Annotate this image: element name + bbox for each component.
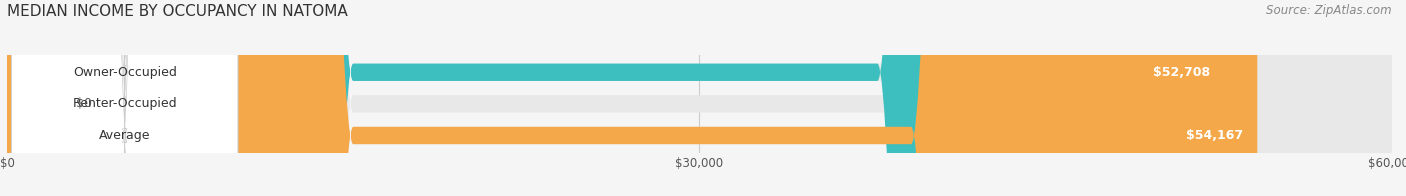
Text: Source: ZipAtlas.com: Source: ZipAtlas.com (1267, 4, 1392, 17)
Text: Average: Average (98, 129, 150, 142)
FancyBboxPatch shape (7, 0, 1392, 196)
Text: Renter-Occupied: Renter-Occupied (73, 97, 177, 110)
FancyBboxPatch shape (7, 0, 1392, 196)
Text: MEDIAN INCOME BY OCCUPANCY IN NATOMA: MEDIAN INCOME BY OCCUPANCY IN NATOMA (7, 4, 347, 19)
Text: $0: $0 (76, 97, 93, 110)
FancyBboxPatch shape (11, 0, 238, 196)
Text: $52,708: $52,708 (1153, 66, 1209, 79)
Text: Owner-Occupied: Owner-Occupied (73, 66, 177, 79)
FancyBboxPatch shape (7, 0, 49, 196)
FancyBboxPatch shape (11, 0, 238, 196)
FancyBboxPatch shape (7, 0, 1223, 196)
Text: $54,167: $54,167 (1187, 129, 1243, 142)
FancyBboxPatch shape (7, 0, 1392, 196)
FancyBboxPatch shape (7, 0, 1257, 196)
FancyBboxPatch shape (11, 0, 238, 196)
